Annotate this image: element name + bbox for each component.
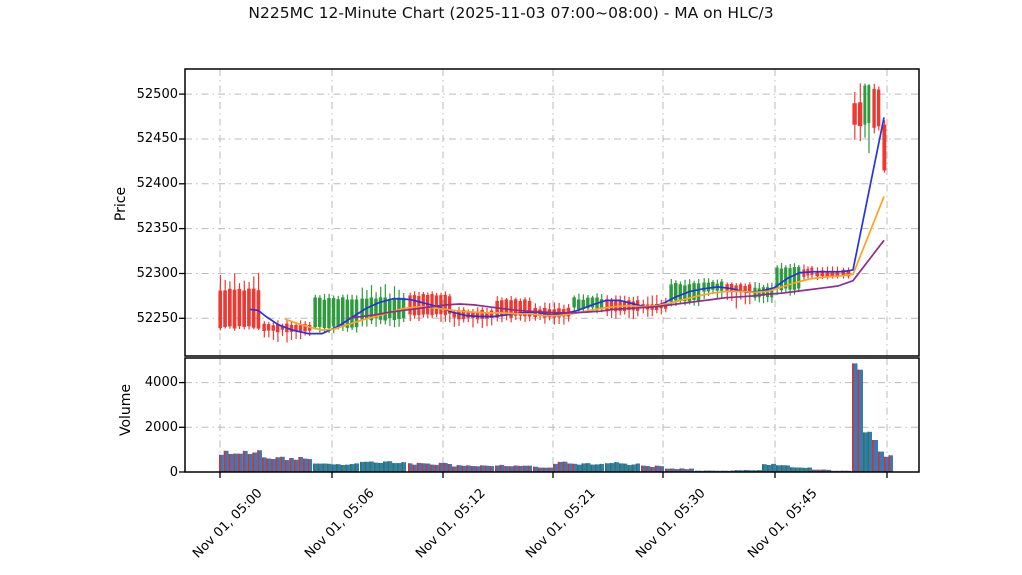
chart-title: N225MC 12-Minute Chart (2025-11-03 07:00… bbox=[248, 4, 774, 22]
price-ytick-label: 52400 bbox=[136, 176, 178, 192]
price-ytick-label: 52350 bbox=[136, 221, 178, 237]
price-ytick-label: 52500 bbox=[136, 86, 178, 102]
volume-ytick-label: 4000 bbox=[144, 375, 178, 391]
price-ytick-label: 52450 bbox=[136, 131, 178, 147]
volume-ytick-label: 2000 bbox=[144, 419, 178, 435]
price-ytick-label: 52250 bbox=[136, 310, 178, 326]
price-ytick-label: 52300 bbox=[136, 265, 178, 281]
volume-ytick-label: 0 bbox=[169, 464, 178, 480]
